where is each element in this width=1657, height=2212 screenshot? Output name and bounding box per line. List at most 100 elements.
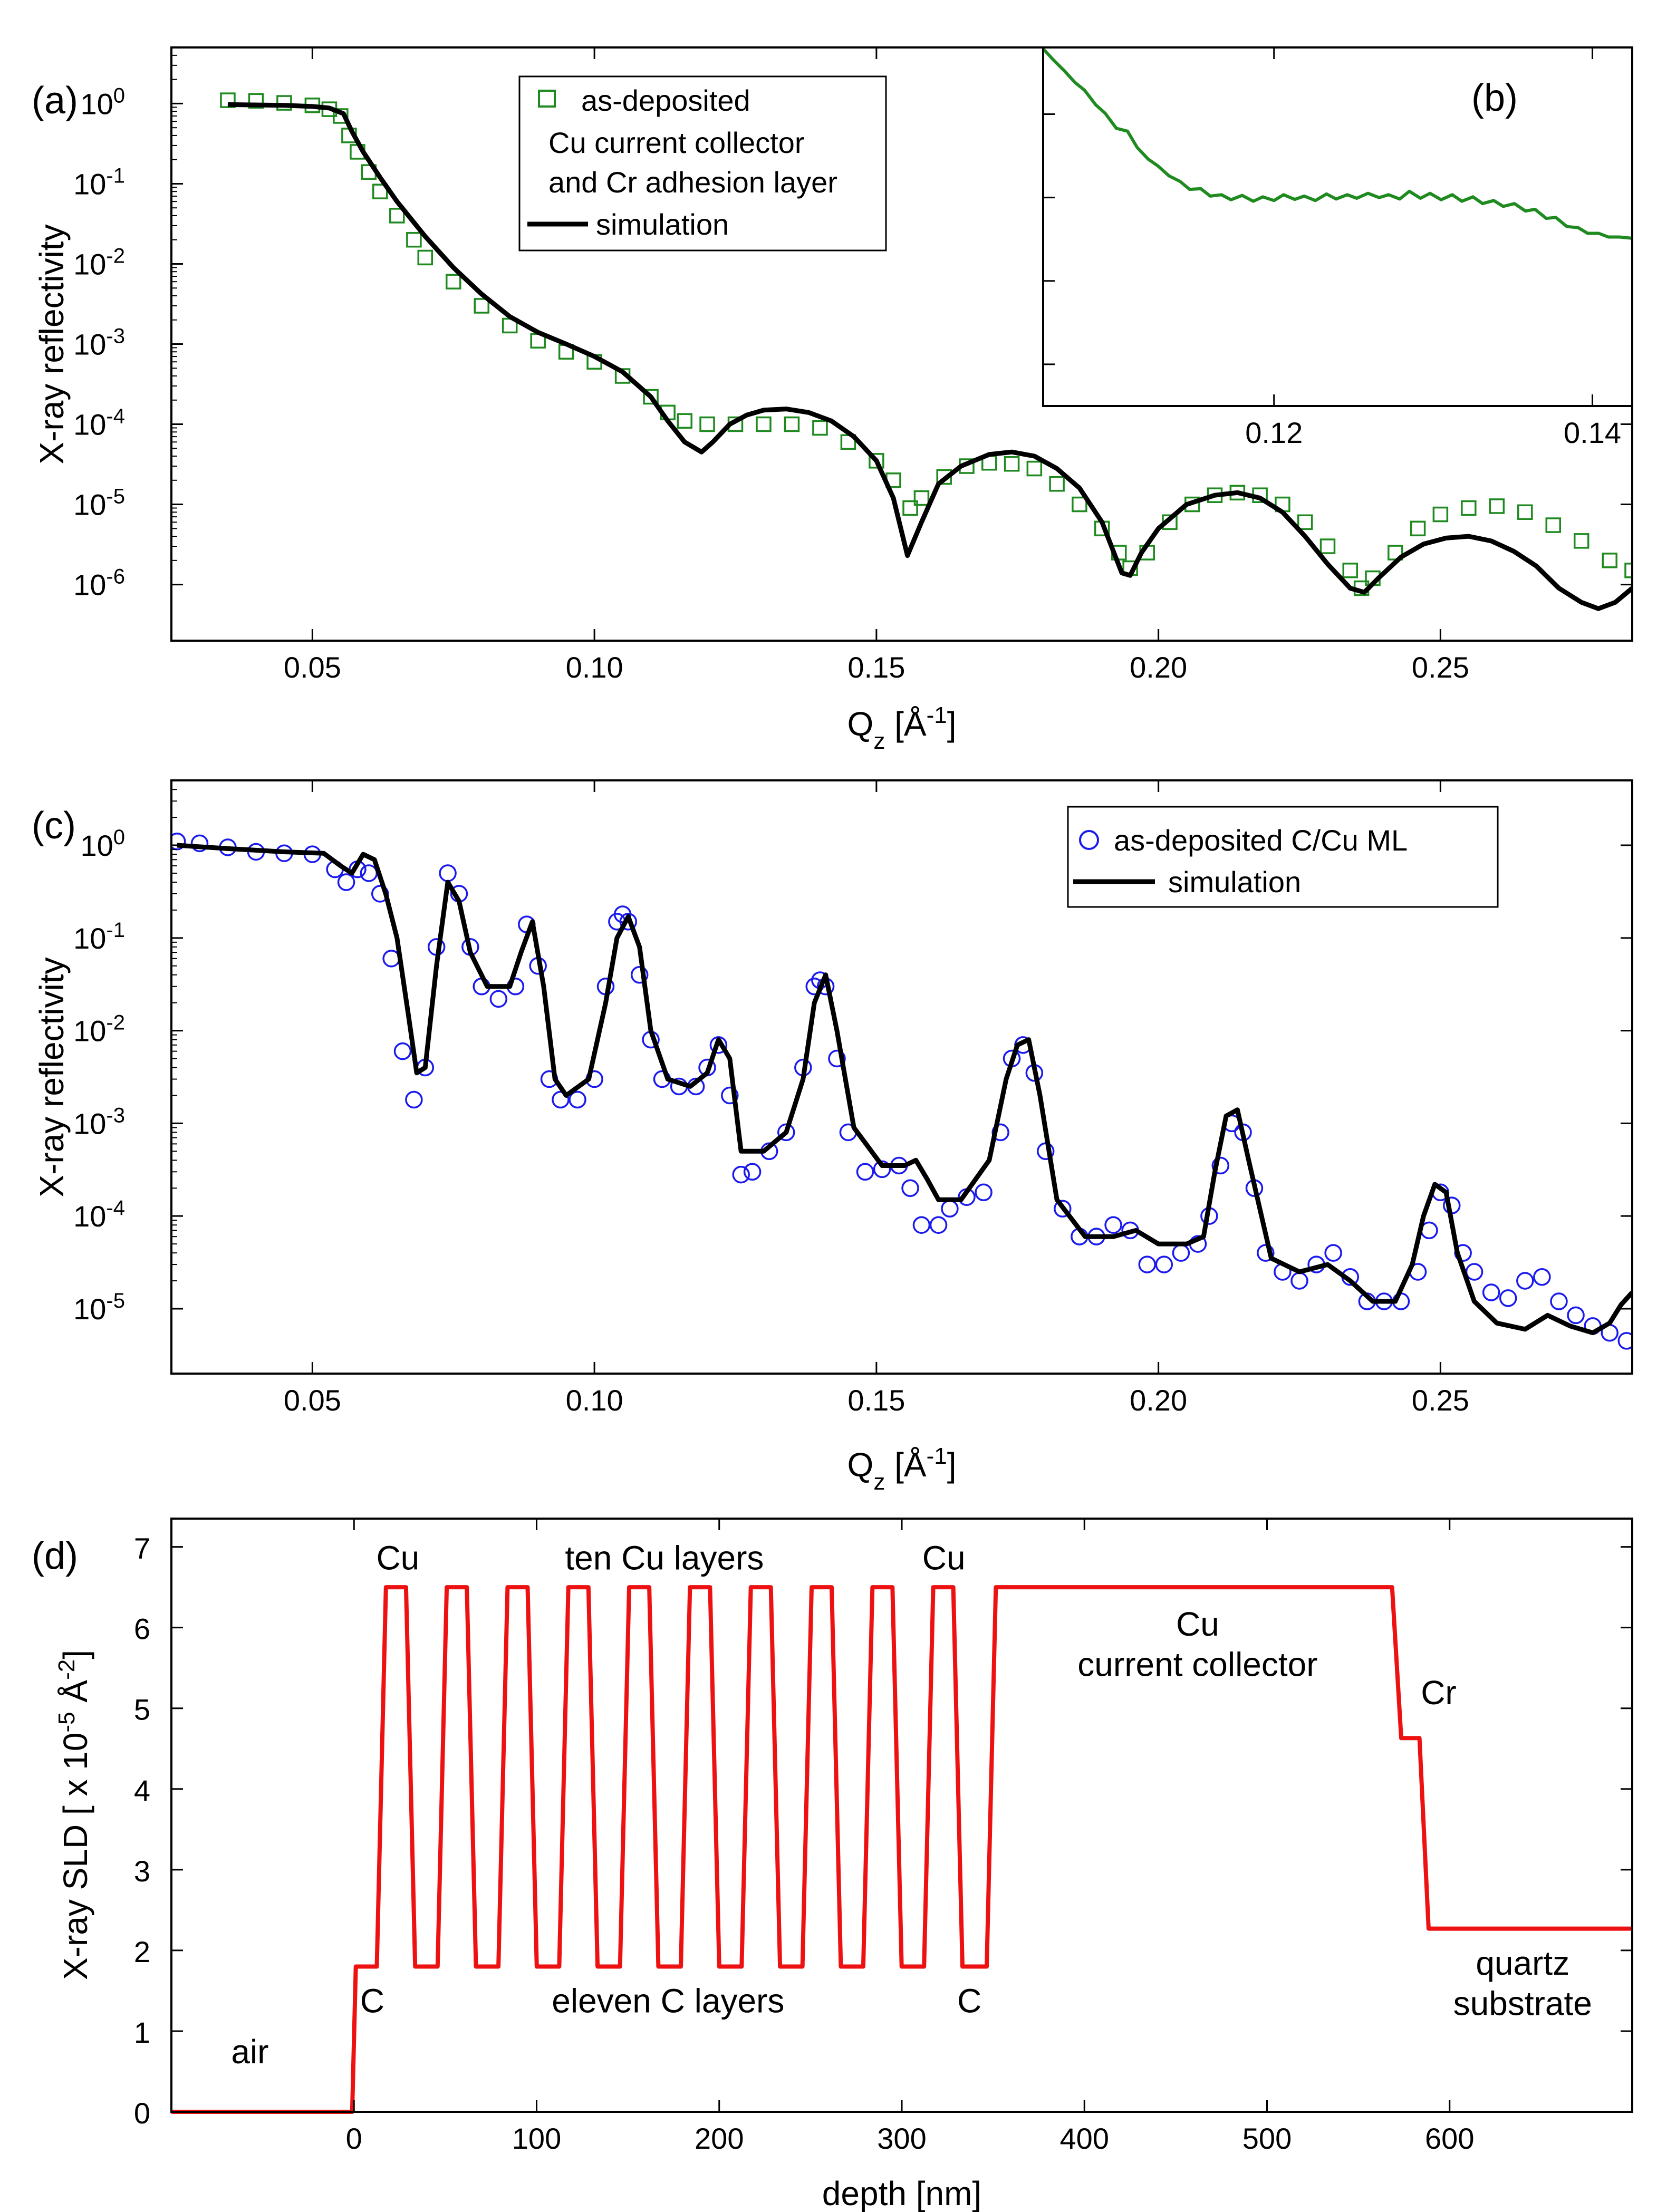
data-point-circle — [1324, 1244, 1342, 1262]
data-point-square — [1297, 514, 1313, 530]
x-tick-label: 0.05 — [284, 651, 341, 684]
sld-annotation: C — [957, 1982, 981, 2020]
data-point-square — [1489, 498, 1505, 514]
sld-annotation: current collector — [1077, 1645, 1317, 1683]
data-point-circle — [856, 1163, 874, 1181]
panel-c: (c) 0.05 0.10 0.15 0.20 0.25 100 10-1 10-2 10-3 1… — [32, 779, 1633, 1495]
data-point-circle — [743, 1163, 762, 1181]
data-point-square — [248, 93, 264, 109]
panel-a-legend: as-deposited Cu current collector and Cr… — [518, 75, 887, 252]
data-point-circle — [1533, 1268, 1551, 1286]
panel-a-label: (a) — [32, 80, 78, 122]
panel-c-label: (c) — [32, 805, 76, 847]
data-point-circle — [360, 864, 378, 882]
x-tick-label: 600 — [1425, 2122, 1474, 2155]
data-point-square — [1517, 504, 1533, 520]
panel-d-ylabel: X-ray SLD [ x 10-5 Å-2] — [54, 1650, 95, 1980]
data-point-circle — [709, 1036, 728, 1054]
data-point-square — [389, 208, 405, 224]
panel-b-ticks: 0.12 0.14 — [1043, 47, 1621, 449]
y-tick-label: 7 — [134, 1532, 150, 1565]
data-point-square — [1026, 460, 1043, 477]
x-tick-label: 0.05 — [284, 1384, 341, 1417]
y-tick-label: 3 — [134, 1854, 150, 1888]
y-tick-label: 10-2 — [73, 1011, 125, 1048]
panel-a-legend-box — [518, 75, 887, 252]
x-tick-label: 300 — [877, 2122, 926, 2155]
legend-square-marker — [538, 90, 556, 108]
data-point-square — [276, 95, 292, 111]
data-point-square — [913, 490, 930, 506]
y-tick-label: 10-3 — [73, 1104, 125, 1140]
data-point-circle — [929, 1216, 948, 1234]
y-tick-label: 10-5 — [73, 485, 125, 521]
data-point-circle — [190, 834, 209, 853]
x-tick-label: 0.25 — [1412, 651, 1469, 684]
sld-annotation: Cr — [1421, 1674, 1457, 1712]
sld-annotation: Cu — [922, 1539, 966, 1577]
data-point-circle — [1516, 1272, 1534, 1290]
legend-label-cr-layer: and Cr adhesion layer — [548, 166, 837, 199]
data-point-circle — [1155, 1255, 1173, 1273]
y-tick-label: 1 — [134, 2016, 150, 2049]
data-point-circle — [1482, 1283, 1500, 1301]
panel-b-inset: 0.12 0.14 (b) — [1042, 46, 1633, 449]
series-line-1 — [177, 843, 1632, 1336]
legend-label-as-deposited: as-deposited — [581, 84, 750, 117]
x-tick-label: 0.10 — [566, 1384, 623, 1417]
data-point-square — [220, 92, 236, 108]
data-point-square — [784, 416, 800, 432]
data-point-circle — [777, 1123, 795, 1142]
sld-annotation: Cu — [376, 1539, 419, 1577]
panel-b-frame — [1042, 46, 1633, 407]
data-point-square — [1342, 563, 1359, 578]
x-tick-label: 0.20 — [1130, 651, 1187, 684]
data-point-circle — [1257, 1244, 1275, 1262]
panel-c-legend: as-deposited C/Cu ML simulation — [1067, 806, 1499, 908]
panel-a-xlabel: Qz [Å-1] — [847, 702, 957, 754]
y-tick-label: 5 — [134, 1693, 150, 1726]
x-tick-label: 0.25 — [1412, 1384, 1469, 1417]
x-tick-label: 0.14 — [1564, 416, 1621, 449]
sld-annotation: quartz — [1476, 1944, 1569, 1982]
panel-d-label: (d) — [32, 1535, 78, 1577]
data-point-circle — [721, 1086, 739, 1105]
panel-a: (a) 0.05 0.10 0.15 0.20 0.25 100 10-1 10-2 10-3 1… — [32, 46, 1633, 754]
panel-d-data — [171, 1585, 1632, 2114]
data-point-circle — [975, 1183, 993, 1202]
x-tick-label: 100 — [512, 2122, 561, 2155]
panel-d-ticks: 0 100 200 300 400 500 600 0 1 2 3 4 5 6 7 — [134, 1519, 1632, 2155]
x-tick-label: 0.10 — [566, 651, 623, 684]
data-point-square — [1602, 553, 1617, 568]
data-point-square — [1004, 456, 1020, 472]
series-line-1 — [227, 102, 1632, 611]
x-tick-label: 0.12 — [1245, 416, 1303, 449]
x-tick-label: 0.15 — [847, 1384, 905, 1417]
panel-d: (d) 0 100 200 300 400 500 600 0 1 2 3 4 5 6 7 Cu ten Cu… — [32, 1518, 1633, 2212]
y-tick-label: 10-5 — [73, 1289, 125, 1326]
x-tick-label: 0 — [346, 2122, 362, 2155]
x-tick-label: 0.20 — [1130, 1384, 1187, 1417]
panel-d-xlabel: depth [nm] — [822, 2175, 981, 2212]
legend-label-simulation: simulation — [596, 208, 729, 241]
y-tick-label: 10-2 — [73, 244, 125, 281]
data-point-circle — [828, 1049, 846, 1068]
y-tick-label: 10-1 — [73, 919, 125, 955]
y-tick-label: 10-1 — [73, 164, 125, 200]
y-tick-label: 100 — [80, 84, 125, 120]
data-point-square — [1049, 476, 1065, 492]
panel-c-data — [171, 833, 1632, 1350]
data-point-circle — [489, 990, 508, 1008]
data-point-circle — [1172, 1244, 1190, 1262]
x-tick-label: 200 — [695, 2122, 744, 2155]
data-point-circle — [1104, 1216, 1122, 1234]
data-point-circle — [405, 1090, 423, 1109]
data-point-square — [902, 500, 918, 516]
data-point-square — [333, 108, 349, 124]
x-tick-label: 400 — [1060, 2122, 1109, 2155]
data-point-circle — [393, 1042, 412, 1060]
data-point-circle — [337, 873, 355, 891]
y-tick-label: 10-3 — [73, 325, 125, 361]
